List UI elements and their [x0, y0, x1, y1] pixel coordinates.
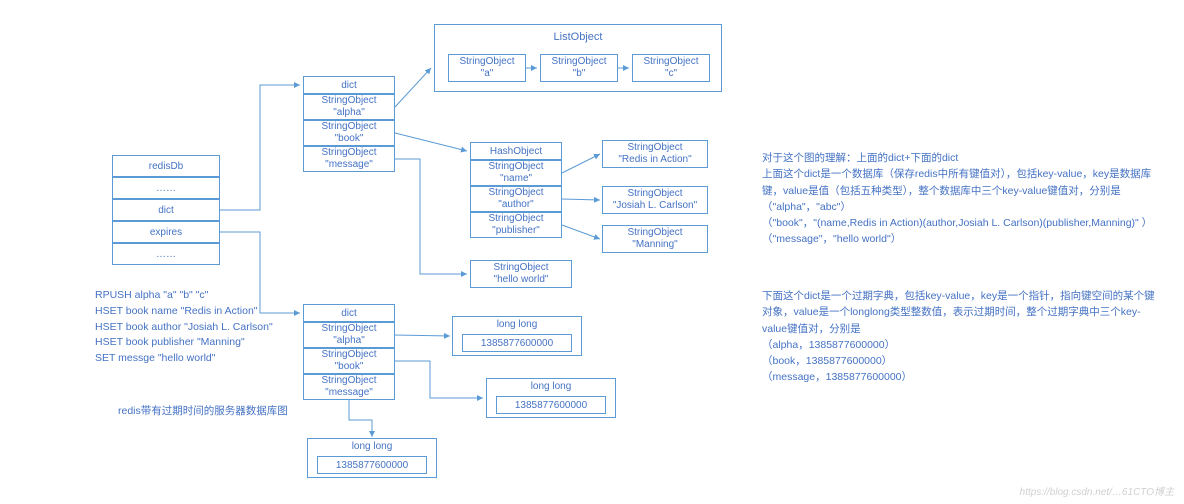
ll-0-top: long long — [452, 316, 582, 332]
n2-0: 下面这个dict是一个过期字典，包括key-value，key是一个指针，指向键… — [762, 288, 1162, 337]
dict1-r0-bot: "alpha" — [333, 107, 365, 120]
dict2-r0-bot: "alpha" — [333, 335, 365, 348]
hashval-1-bot: "Josiah L. Carlson" — [613, 200, 697, 213]
hello-world-top: StringObject — [493, 262, 548, 275]
n2-3: （message，1385877600000） — [762, 369, 1162, 385]
dict1-r0-top: StringObject — [321, 95, 376, 108]
notes1: 对于这个图的理解：上面的dict+下面的dict 上面这个dict是一个数据库（… — [762, 150, 1162, 248]
dict1-r2: StringObject "message" — [303, 146, 395, 172]
hash-r1: StringObject "author" — [470, 186, 562, 212]
hash-r1-bot: "author" — [498, 199, 533, 212]
hashval-0-bot: "Redis in Action" — [618, 154, 691, 167]
cmd-3: HSET book publisher "Manning" — [95, 335, 305, 351]
dict1-r0: StringObject "alpha" — [303, 94, 395, 120]
hashval-1: StringObject "Josiah L. Carlson" — [602, 186, 708, 214]
list-item-0-top: StringObject — [459, 56, 514, 69]
redisdb-r4: …… — [112, 243, 220, 265]
dict2-r2: StringObject "message" — [303, 374, 395, 400]
redisdb-r1: …… — [112, 177, 220, 199]
hash-r2: StringObject "publisher" — [470, 212, 562, 238]
redisdb-r0: redisDb — [112, 155, 220, 177]
dict2-r0: StringObject "alpha" — [303, 322, 395, 348]
caption: redis带有过期时间的服务器数据库图 — [118, 404, 288, 420]
dict1-r1: StringObject "book" — [303, 120, 395, 146]
list-item-1: StringObject "b" — [540, 54, 618, 82]
commands-block: RPUSH alpha "a" "b" "c" HSET book name "… — [95, 288, 305, 367]
hashval-1-top: StringObject — [627, 188, 682, 201]
dict2-r0-top: StringObject — [321, 323, 376, 336]
list-item-2: StringObject "c" — [632, 54, 710, 82]
dict2-r1-bot: "book" — [335, 361, 364, 374]
hashval-0-top: StringObject — [627, 142, 682, 155]
dict1-r2-bot: "message" — [325, 159, 373, 172]
cmd-1: HSET book name "Redis in Action" — [95, 304, 305, 320]
n2-2: （book，1385877600000） — [762, 353, 1162, 369]
hash-header: HashObject — [470, 142, 562, 160]
hashval-2: StringObject "Manning" — [602, 225, 708, 253]
dict2-r2-bot: "message" — [325, 387, 373, 400]
dict2-header: dict — [303, 304, 395, 322]
n1-2: （"alpha"，"abc"） — [762, 199, 1162, 215]
ll-1-top: long long — [486, 378, 616, 394]
dict1-r2-top: StringObject — [321, 147, 376, 160]
n1-1: 上面这个dict是一个数据库（保存redis中所有键值对），包括key-valu… — [762, 166, 1162, 199]
dict2-r1-top: StringObject — [321, 349, 376, 362]
hashval-2-top: StringObject — [627, 227, 682, 240]
hash-r0-bot: "name" — [500, 173, 532, 186]
n1-0: 对于这个图的理解：上面的dict+下面的dict — [762, 150, 1162, 166]
hash-r2-top: StringObject — [488, 213, 543, 226]
list-item-2-bot: "c" — [665, 68, 677, 81]
dict2-r2-top: StringObject — [321, 375, 376, 388]
list-item-0-bot: "a" — [481, 68, 494, 81]
list-item-2-top: StringObject — [643, 56, 698, 69]
hash-r0: StringObject "name" — [470, 160, 562, 186]
ll-0-val: 1385877600000 — [462, 334, 572, 352]
redisdb-r2: dict — [112, 199, 220, 221]
hello-world-bot: "hello world" — [494, 274, 549, 287]
list-item-0: StringObject "a" — [448, 54, 526, 82]
list-item-1-bot: "b" — [573, 68, 586, 81]
cmd-2: HSET book author "Josiah L. Carlson" — [95, 320, 305, 336]
watermark: https://blog.csdn.net/…61CTO博主 — [1020, 483, 1174, 498]
hashval-2-bot: "Manning" — [632, 239, 677, 252]
hash-r2-bot: "publisher" — [492, 225, 540, 238]
n2-1: （alpha，1385877600000） — [762, 337, 1162, 353]
dict1-header: dict — [303, 76, 395, 94]
n1-3: （"book"，"(name,Redis in Action)(author,J… — [762, 215, 1162, 231]
n1-4: （"message"，"hello world"） — [762, 231, 1162, 247]
dict1-r1-top: StringObject — [321, 121, 376, 134]
cmd-0: RPUSH alpha "a" "b" "c" — [95, 288, 305, 304]
hash-r0-top: StringObject — [488, 161, 543, 174]
list-item-1-top: StringObject — [551, 56, 606, 69]
hashval-0: StringObject "Redis in Action" — [602, 140, 708, 168]
dict1-r1-bot: "book" — [335, 133, 364, 146]
dict2-r1: StringObject "book" — [303, 348, 395, 374]
ll-2-top: long long — [307, 438, 437, 454]
ll-1-val: 1385877600000 — [496, 396, 606, 414]
notes2: 下面这个dict是一个过期字典，包括key-value，key是一个指针，指向键… — [762, 288, 1162, 386]
hash-r1-top: StringObject — [488, 187, 543, 200]
redisdb-r3: expires — [112, 221, 220, 243]
cmd-4: SET messge "hello world" — [95, 351, 305, 367]
ll-2-val: 1385877600000 — [317, 456, 427, 474]
listobject-title: ListObject — [435, 31, 721, 43]
hello-world-box: StringObject "hello world" — [470, 260, 572, 288]
